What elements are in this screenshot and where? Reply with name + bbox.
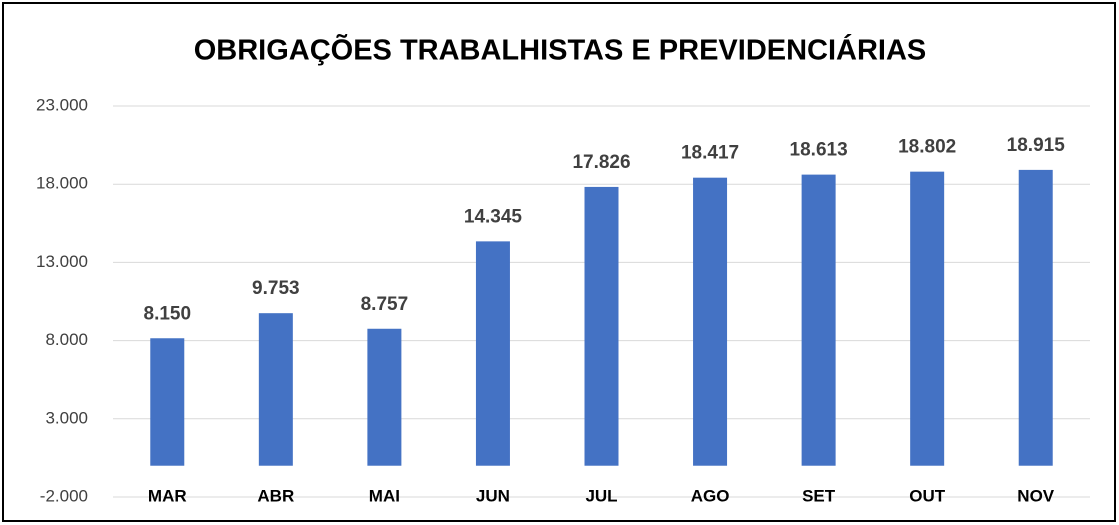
x-tick-label: MAI	[369, 486, 400, 505]
bar	[1018, 169, 1053, 466]
data-label: 18.802	[898, 137, 956, 158]
x-tick-label: JUN	[476, 486, 510, 505]
bar	[475, 241, 510, 466]
y-tick-label: 23.000	[36, 95, 88, 114]
y-tick-label: 8.000	[45, 330, 88, 349]
y-tick-label: 18.000	[36, 174, 88, 193]
x-tick-label: JUL	[585, 486, 617, 505]
data-label: 18.613	[790, 140, 848, 161]
data-label: 8.757	[361, 294, 409, 315]
y-tick-label: -2.000	[40, 486, 88, 505]
x-tick-label: OUT	[909, 486, 946, 505]
bar	[150, 338, 185, 466]
data-label: 9.753	[252, 278, 300, 299]
x-tick-label: SET	[802, 486, 836, 505]
bar	[801, 174, 836, 466]
y-tick-label: 3.000	[45, 408, 88, 427]
data-label: 18.417	[681, 143, 739, 164]
bar	[693, 177, 728, 466]
x-tick-label: AGO	[691, 486, 730, 505]
data-label: 14.345	[464, 206, 523, 227]
x-tick-label: MAR	[148, 486, 187, 505]
data-label: 17.826	[572, 152, 630, 173]
x-tick-label: ABR	[257, 486, 294, 505]
x-tick-label: NOV	[1017, 486, 1055, 505]
bar	[910, 171, 945, 466]
bar	[584, 186, 619, 466]
data-label: 8.150	[144, 303, 192, 324]
bar	[258, 313, 293, 466]
y-tick-label: 13.000	[36, 252, 88, 271]
bar	[367, 328, 402, 466]
data-label: 18.915	[1007, 135, 1066, 156]
chart-title: OBRIGAÇÕES TRABALHISTAS E PREVIDENCIÁRIA…	[194, 33, 927, 67]
